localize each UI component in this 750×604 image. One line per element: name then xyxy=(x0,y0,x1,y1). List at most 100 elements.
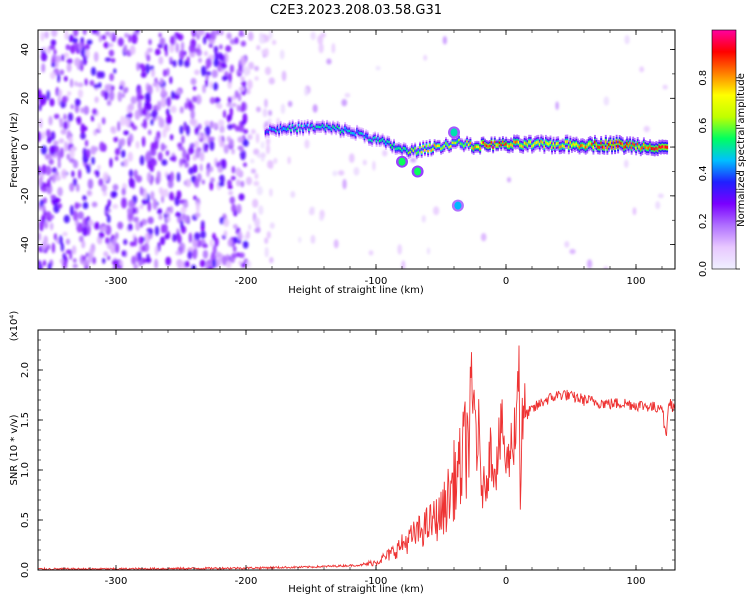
noise-cell xyxy=(178,146,185,151)
noise-cell xyxy=(603,266,609,269)
noise-cell xyxy=(121,93,126,98)
noise-cell xyxy=(38,262,43,269)
signal-cell xyxy=(350,131,353,135)
noise-cell xyxy=(154,258,159,269)
noise-cell xyxy=(189,119,196,125)
noise-cell xyxy=(172,60,177,68)
signal-cell xyxy=(278,130,281,133)
noise-cell xyxy=(104,90,109,101)
noise-cell xyxy=(262,108,268,118)
noise-cell xyxy=(148,38,152,46)
signal-cell xyxy=(414,147,417,150)
signal-cell xyxy=(666,145,669,149)
noise-cell xyxy=(229,64,235,73)
noise-cell xyxy=(51,242,56,254)
noise-cell xyxy=(233,236,239,244)
signal-cell xyxy=(497,144,499,147)
noise-cell xyxy=(222,109,227,119)
signal-cell xyxy=(590,142,593,146)
noise-cell xyxy=(128,34,132,43)
noise-cell xyxy=(195,201,200,213)
noise-cell xyxy=(166,174,171,181)
noise-cell xyxy=(97,122,102,132)
x-tick-label: -300 xyxy=(105,276,128,287)
noise-cell xyxy=(298,236,302,243)
signal-cell xyxy=(272,128,275,131)
signal-cell xyxy=(360,132,363,135)
x-tick-label: 100 xyxy=(626,576,645,587)
noise-cell xyxy=(102,171,109,182)
signal-cell xyxy=(266,130,269,133)
signal-cell xyxy=(653,147,656,151)
noise-cell xyxy=(198,57,202,63)
noise-cell xyxy=(86,148,91,159)
signal-cell xyxy=(482,141,485,144)
noise-cell xyxy=(99,141,105,152)
noise-cell xyxy=(187,250,193,260)
noise-cell xyxy=(52,140,59,146)
noise-cell xyxy=(200,220,205,228)
noise-cell xyxy=(113,68,117,74)
signal-cell xyxy=(574,143,576,147)
signal-cell xyxy=(297,123,300,127)
signal-cell xyxy=(583,144,586,148)
noise-cell xyxy=(165,108,170,116)
noise-cell xyxy=(186,56,190,63)
noise-cell xyxy=(205,71,212,76)
noise-cell xyxy=(110,85,115,91)
noise-cell xyxy=(83,126,88,132)
noise-cell xyxy=(238,86,245,92)
noise-cell xyxy=(256,106,261,113)
y-tick-label: -20 xyxy=(20,188,31,204)
noise-cell xyxy=(152,82,158,87)
noise-cell xyxy=(255,133,260,144)
noise-cell xyxy=(210,30,217,41)
y-tick-label: 1.0 xyxy=(20,462,31,478)
noise-cell xyxy=(58,138,65,144)
signal-cell xyxy=(606,146,609,150)
noise-cell xyxy=(147,201,152,212)
noise-cell xyxy=(182,149,187,160)
noise-cell xyxy=(106,214,111,224)
signal-cell xyxy=(461,143,464,146)
noise-cell xyxy=(211,69,218,78)
noise-cell xyxy=(182,201,189,209)
noise-cell xyxy=(158,117,165,128)
signal-cell xyxy=(600,141,603,145)
noise-cell xyxy=(202,243,208,249)
noise-cell xyxy=(221,75,229,82)
noise-cell xyxy=(372,160,376,171)
signal-cell xyxy=(288,125,291,128)
noise-cell xyxy=(194,232,201,241)
x-tick-label: 0 xyxy=(503,276,509,287)
signal-cell xyxy=(423,149,426,152)
noise-cell xyxy=(639,66,645,73)
noise-cell xyxy=(236,203,242,214)
y-tick-label: 0 xyxy=(20,144,31,150)
noise-cell xyxy=(240,180,245,188)
noise-cell xyxy=(63,75,68,82)
noise-cell xyxy=(199,163,203,172)
noise-cell xyxy=(107,255,111,261)
noise-cell xyxy=(133,169,138,179)
signal-cell xyxy=(589,141,592,145)
noise-cell xyxy=(38,165,41,176)
noise-cell xyxy=(168,56,173,62)
noise-cell xyxy=(232,223,238,230)
noise-cell xyxy=(38,88,42,99)
signal-cell xyxy=(495,144,498,147)
noise-cell xyxy=(51,173,56,184)
noise-cell xyxy=(160,224,165,234)
signal-cell xyxy=(281,128,284,132)
noise-cell xyxy=(160,195,165,204)
noise-cell xyxy=(145,102,153,111)
noise-cell xyxy=(78,235,84,243)
noise-cell xyxy=(169,43,175,53)
signal-cell xyxy=(581,143,584,147)
noise-cell xyxy=(84,139,89,147)
noise-cell xyxy=(134,109,141,120)
noise-cell xyxy=(264,246,269,258)
signal-cell xyxy=(526,143,529,147)
signal-cell xyxy=(372,136,375,140)
noise-cell xyxy=(119,85,124,91)
